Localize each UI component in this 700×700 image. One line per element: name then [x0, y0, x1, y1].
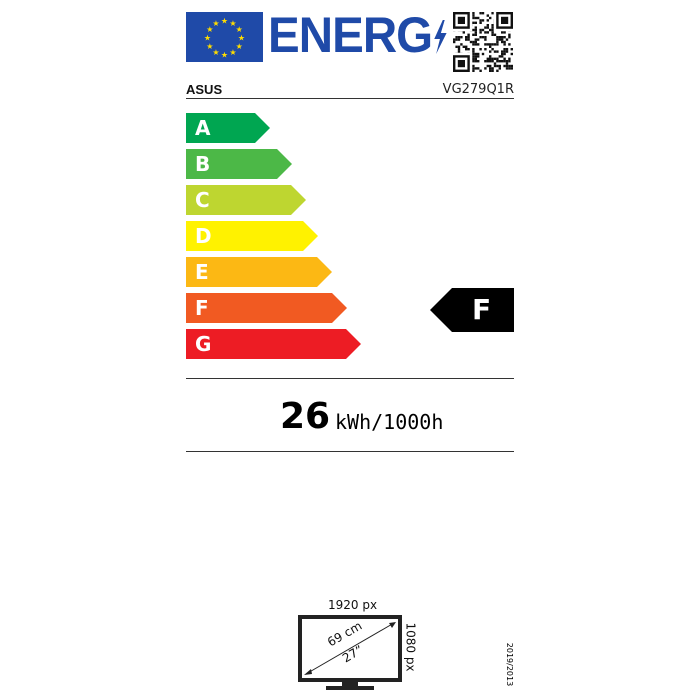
energy-class-b: B — [186, 149, 292, 179]
energy-class-c: C — [186, 185, 306, 215]
model-number: VG279Q1R — [442, 82, 514, 97]
energy-class-a: A — [186, 113, 270, 143]
star-icon: ★ — [236, 42, 243, 51]
star-icon: ★ — [206, 42, 213, 51]
lightning-icon — [434, 20, 447, 54]
star-icon: ★ — [236, 25, 243, 34]
star-icon: ★ — [212, 19, 219, 28]
star-icon: ★ — [229, 19, 236, 28]
class-label: B — [195, 152, 211, 176]
class-label: E — [195, 260, 209, 284]
energy-class-d: D — [186, 221, 318, 251]
star-icon: ★ — [206, 25, 213, 34]
logo-text: ENERG — [268, 7, 433, 63]
brand-name: ASUS — [186, 82, 223, 97]
star-icon: ★ — [238, 34, 245, 43]
divider — [186, 98, 514, 99]
class-label: C — [195, 188, 210, 212]
rating-label: F — [472, 293, 492, 326]
rating-arrow: F — [430, 288, 514, 332]
consumption-unit: kWh/1000h — [335, 410, 444, 434]
regulation-number: 2019/2013 — [505, 642, 515, 687]
energy-class-e: E — [186, 257, 332, 287]
divider — [186, 378, 514, 379]
divider — [186, 451, 514, 452]
class-label: G — [195, 332, 212, 356]
eu-flag-icon: ★ ★ ★ ★ ★ ★ ★ ★ ★ ★ ★ ★ — [186, 12, 263, 62]
consumption-value: 26 — [280, 396, 331, 437]
width-px: 1920 px — [328, 598, 378, 612]
star-icon: ★ — [229, 48, 236, 57]
energy-logo: ENERG — [268, 6, 447, 64]
energy-class-g: G — [186, 329, 361, 359]
monitor-icon — [298, 615, 402, 690]
energy-class-f: F — [186, 293, 347, 323]
qr-code-icon[interactable] — [453, 12, 513, 72]
height-px: 1080 px — [403, 622, 418, 672]
star-icon: ★ — [204, 34, 211, 43]
class-label: D — [195, 224, 212, 248]
star-icon: ★ — [221, 17, 228, 26]
class-label: F — [195, 296, 209, 320]
star-icon: ★ — [221, 51, 228, 60]
star-icon: ★ — [212, 48, 219, 57]
class-label: A — [195, 116, 211, 140]
